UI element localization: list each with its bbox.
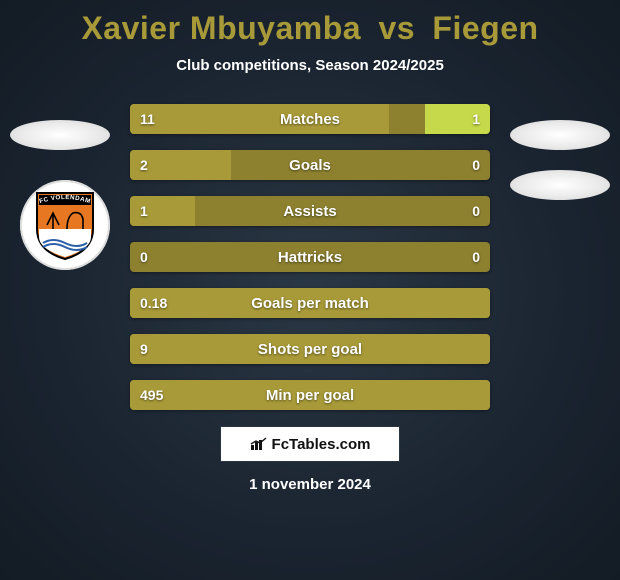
stat-label: Matches <box>130 104 490 134</box>
page-title: Xavier Mbuyamba vs Fiegen <box>0 0 620 47</box>
ellipse-badge-left-icon <box>10 120 110 150</box>
player2-name: Fiegen <box>432 10 538 46</box>
vs-text: vs <box>378 10 415 46</box>
stat-label: Goals per match <box>130 288 490 318</box>
stat-label: Assists <box>130 196 490 226</box>
logo-left <box>10 120 110 220</box>
stat-row: 495Min per goal <box>130 380 490 410</box>
club-badge-icon: FC VOLENDAM <box>20 180 110 270</box>
chart-icon <box>250 437 268 451</box>
stat-row: 00Hattricks <box>130 242 490 272</box>
club-badge-left: FC VOLENDAM <box>20 180 120 280</box>
stat-row: 0.18Goals per match <box>130 288 490 318</box>
player1-name: Xavier Mbuyamba <box>81 10 361 46</box>
ellipse-badge-right-icon <box>510 120 610 150</box>
stats-bars: 111Matches 20Goals 10Assists 00Hattricks 0.1… <box>130 104 490 410</box>
stat-row: 20Goals <box>130 150 490 180</box>
shield-icon: FC VOLENDAM <box>33 189 97 261</box>
logo-right <box>510 120 610 220</box>
stat-row: 111Matches <box>130 104 490 134</box>
subtitle: Club competitions, Season 2024/2025 <box>0 57 620 74</box>
ellipse-badge-right2-icon <box>510 170 610 200</box>
stat-row: 9Shots per goal <box>130 334 490 364</box>
branding-badge: FcTables.com <box>220 426 400 462</box>
stat-label: Goals <box>130 150 490 180</box>
branding-text: FcTables.com <box>272 436 371 453</box>
svg-text:FC VOLENDAM: FC VOLENDAM <box>38 194 91 205</box>
date-text: 1 november 2024 <box>0 476 620 493</box>
ellipse-badge-right2 <box>510 170 610 210</box>
stat-label: Min per goal <box>130 380 490 410</box>
stat-label: Shots per goal <box>130 334 490 364</box>
stat-row: 10Assists <box>130 196 490 226</box>
stat-label: Hattricks <box>130 242 490 272</box>
